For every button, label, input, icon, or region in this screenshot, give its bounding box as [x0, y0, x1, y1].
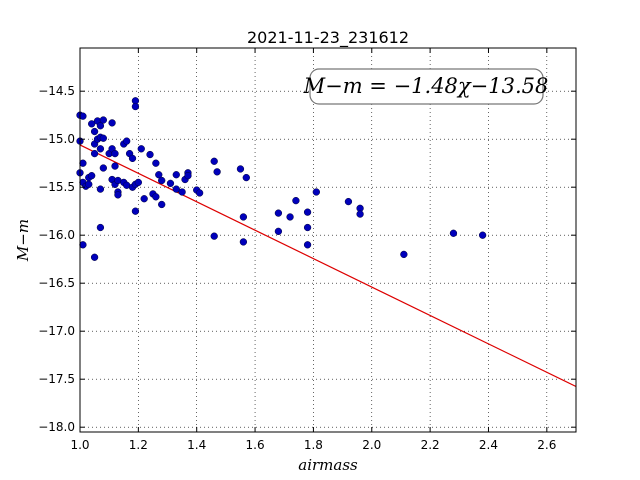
data-point — [400, 250, 408, 259]
data-point — [210, 157, 218, 165]
data-point — [155, 171, 163, 179]
fit-line-group — [79, 144, 577, 388]
axis-ticks — [79, 48, 576, 432]
data-point — [99, 164, 107, 172]
data-point — [90, 149, 99, 158]
x-tick-label: 1.2 — [129, 438, 148, 452]
data-point — [172, 185, 180, 193]
data-point — [111, 149, 119, 158]
data-point — [236, 165, 245, 173]
y-tick-label: −15.5 — [38, 180, 75, 194]
data-point — [79, 159, 87, 167]
y-tick-label: −17.5 — [38, 372, 75, 386]
data-point — [292, 196, 300, 205]
y-tick-labels: −14.5 −15.0 −15.5 −16.0 −16.5 −17.0 −17.5 −18.0 — [38, 84, 75, 434]
data-point — [195, 189, 204, 197]
data-point — [96, 223, 105, 232]
data-point — [158, 200, 166, 209]
grid — [79, 48, 576, 432]
data-point — [213, 168, 221, 176]
data-point — [88, 120, 96, 128]
data-point — [303, 241, 312, 249]
data-point — [123, 137, 131, 145]
x-tick-label: 1.6 — [246, 438, 265, 452]
data-point — [303, 208, 312, 216]
plot-frame — [79, 47, 577, 433]
data-point — [79, 241, 87, 249]
x-axis-label: airmass — [298, 456, 358, 474]
data-point — [184, 172, 192, 180]
data-point — [111, 162, 119, 170]
data-point — [88, 172, 96, 180]
x-tick-label: 2.0 — [362, 438, 381, 452]
chart-title: 2021-11-23_231612 — [247, 28, 409, 48]
data-point — [96, 122, 105, 130]
data-point — [152, 193, 160, 201]
fit-equation: M−m = −1.48χ−13.58 — [303, 74, 549, 98]
data-point — [239, 238, 248, 246]
data-point — [79, 112, 87, 120]
data-point — [137, 145, 145, 153]
data-point — [108, 119, 116, 127]
data-point — [85, 180, 93, 188]
data-point — [242, 173, 250, 182]
data-point — [152, 159, 160, 167]
data-point — [274, 227, 283, 236]
x-tick-labels: 1.0 1.2 1.4 1.6 1.8 2.0 2.2 2.4 2.6 — [70, 438, 556, 452]
y-axis-label: M−m — [14, 219, 32, 262]
y-tick-label: −14.5 — [38, 84, 75, 98]
data-point — [128, 154, 137, 163]
data-point — [96, 145, 105, 153]
data-point — [478, 231, 487, 239]
data-point — [114, 191, 122, 199]
fit-equation-box: M−m = −1.48χ−13.58 — [303, 68, 549, 105]
data-point — [99, 116, 107, 124]
data-point — [274, 209, 283, 217]
data-point — [140, 195, 148, 203]
data-point — [158, 176, 166, 185]
data-point — [96, 185, 105, 193]
data-point — [449, 229, 458, 237]
y-tick-label: −18.0 — [38, 420, 75, 434]
data-point — [166, 179, 175, 188]
x-tick-label: 1.0 — [70, 438, 89, 452]
data-point — [134, 178, 143, 187]
y-tick-label: −16.0 — [38, 228, 75, 242]
data-point — [312, 188, 320, 196]
data-point — [286, 213, 294, 221]
data-point — [303, 223, 312, 232]
data-point — [239, 213, 248, 221]
data-point — [146, 150, 154, 159]
x-tick-label: 2.6 — [537, 438, 556, 452]
y-tick-label: −16.5 — [38, 276, 75, 290]
data-point — [356, 210, 364, 218]
data-point — [131, 207, 140, 215]
x-tick-label: 2.4 — [479, 438, 498, 452]
data-point — [90, 253, 99, 261]
data-point — [210, 232, 218, 240]
data-point — [178, 188, 186, 196]
y-tick-label: −17.0 — [38, 324, 75, 338]
y-tick-label: −15.0 — [38, 132, 75, 146]
data-point — [172, 171, 180, 179]
data-point — [344, 197, 353, 206]
data-point — [131, 102, 140, 111]
fit-line — [79, 144, 577, 388]
data-point — [90, 127, 99, 136]
x-tick-label: 1.4 — [187, 438, 206, 452]
x-tick-label: 2.2 — [421, 438, 440, 452]
x-tick-label: 1.8 — [304, 438, 323, 452]
data-points — [76, 97, 487, 261]
data-point — [99, 134, 107, 142]
